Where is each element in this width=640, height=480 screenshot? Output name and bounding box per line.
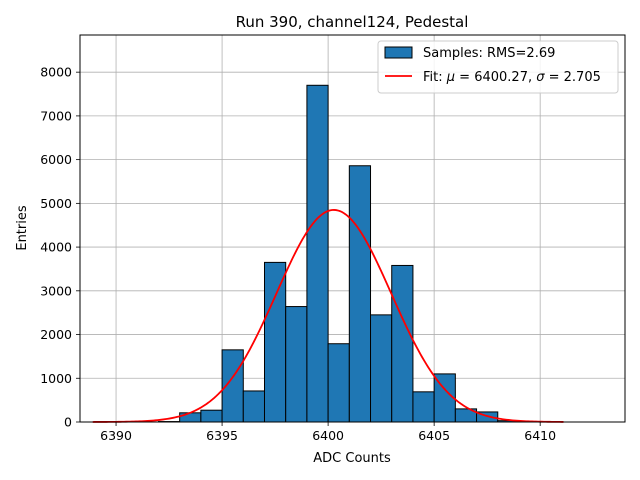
y-tick-label: 2000 bbox=[40, 327, 72, 342]
x-tick-label: 6395 bbox=[206, 428, 238, 443]
histogram-bar bbox=[285, 306, 308, 423]
histogram-bar bbox=[370, 314, 393, 423]
histogram-bar bbox=[179, 412, 202, 423]
x-tick-label: 6405 bbox=[418, 428, 450, 443]
x-tick-label: 6390 bbox=[100, 428, 132, 443]
y-tick-label: 6000 bbox=[40, 152, 72, 167]
histogram-bar bbox=[327, 343, 350, 423]
legend-label-fit: Fit: μ = 6400.27, σ = 2.705 bbox=[423, 70, 601, 85]
histogram-bar bbox=[391, 264, 414, 423]
histogram-bar bbox=[306, 84, 329, 423]
y-tick-label: 5000 bbox=[40, 196, 72, 211]
histogram-bar bbox=[348, 165, 372, 423]
histogram-bar bbox=[200, 409, 223, 423]
legend-fit-sigma-symbol: σ bbox=[536, 70, 545, 85]
y-tick-label: 3000 bbox=[40, 283, 72, 298]
y-tick-label: 1000 bbox=[40, 371, 72, 386]
x-axis-title: ADC Counts bbox=[313, 451, 391, 466]
legend-fit-mu-symbol: μ bbox=[446, 70, 455, 85]
histogram-bars bbox=[157, 84, 520, 423]
legend-box bbox=[377, 40, 619, 94]
y-tick-label: 0 bbox=[64, 415, 72, 430]
y-tick-label: 4000 bbox=[40, 240, 72, 255]
legend: Samples: RMS=2.69 Fit: μ = 6400.27, σ = … bbox=[377, 40, 619, 94]
plot-frame bbox=[79, 34, 626, 423]
y-tick-label: 8000 bbox=[40, 65, 72, 80]
x-axis-ticks: 6390 6395 6400 6405 6410 bbox=[100, 422, 556, 443]
fit-curve bbox=[92, 209, 564, 423]
histogram-bar bbox=[242, 390, 265, 423]
legend-fit-sigma-value: = 2.705 bbox=[544, 70, 600, 85]
histogram-bar bbox=[263, 261, 287, 423]
y-axis-ticks: 0 1000 2000 3000 4000 5000 6000 7000 8000 bbox=[40, 65, 80, 430]
chart-title: Run 390, channel124, Pedestal bbox=[236, 13, 469, 31]
x-tick-label: 6410 bbox=[524, 428, 556, 443]
legend-label-samples: Samples: RMS=2.69 bbox=[423, 46, 555, 61]
y-axis-title: Entries bbox=[15, 205, 30, 251]
histogram-bar bbox=[412, 391, 435, 423]
legend-fit-mu-value: = 6400.27, bbox=[455, 70, 536, 85]
legend-swatch-samples bbox=[384, 46, 413, 59]
x-tick-label: 6400 bbox=[312, 428, 344, 443]
legend-fit-prefix: Fit: bbox=[423, 70, 447, 85]
y-tick-label: 7000 bbox=[40, 108, 72, 123]
